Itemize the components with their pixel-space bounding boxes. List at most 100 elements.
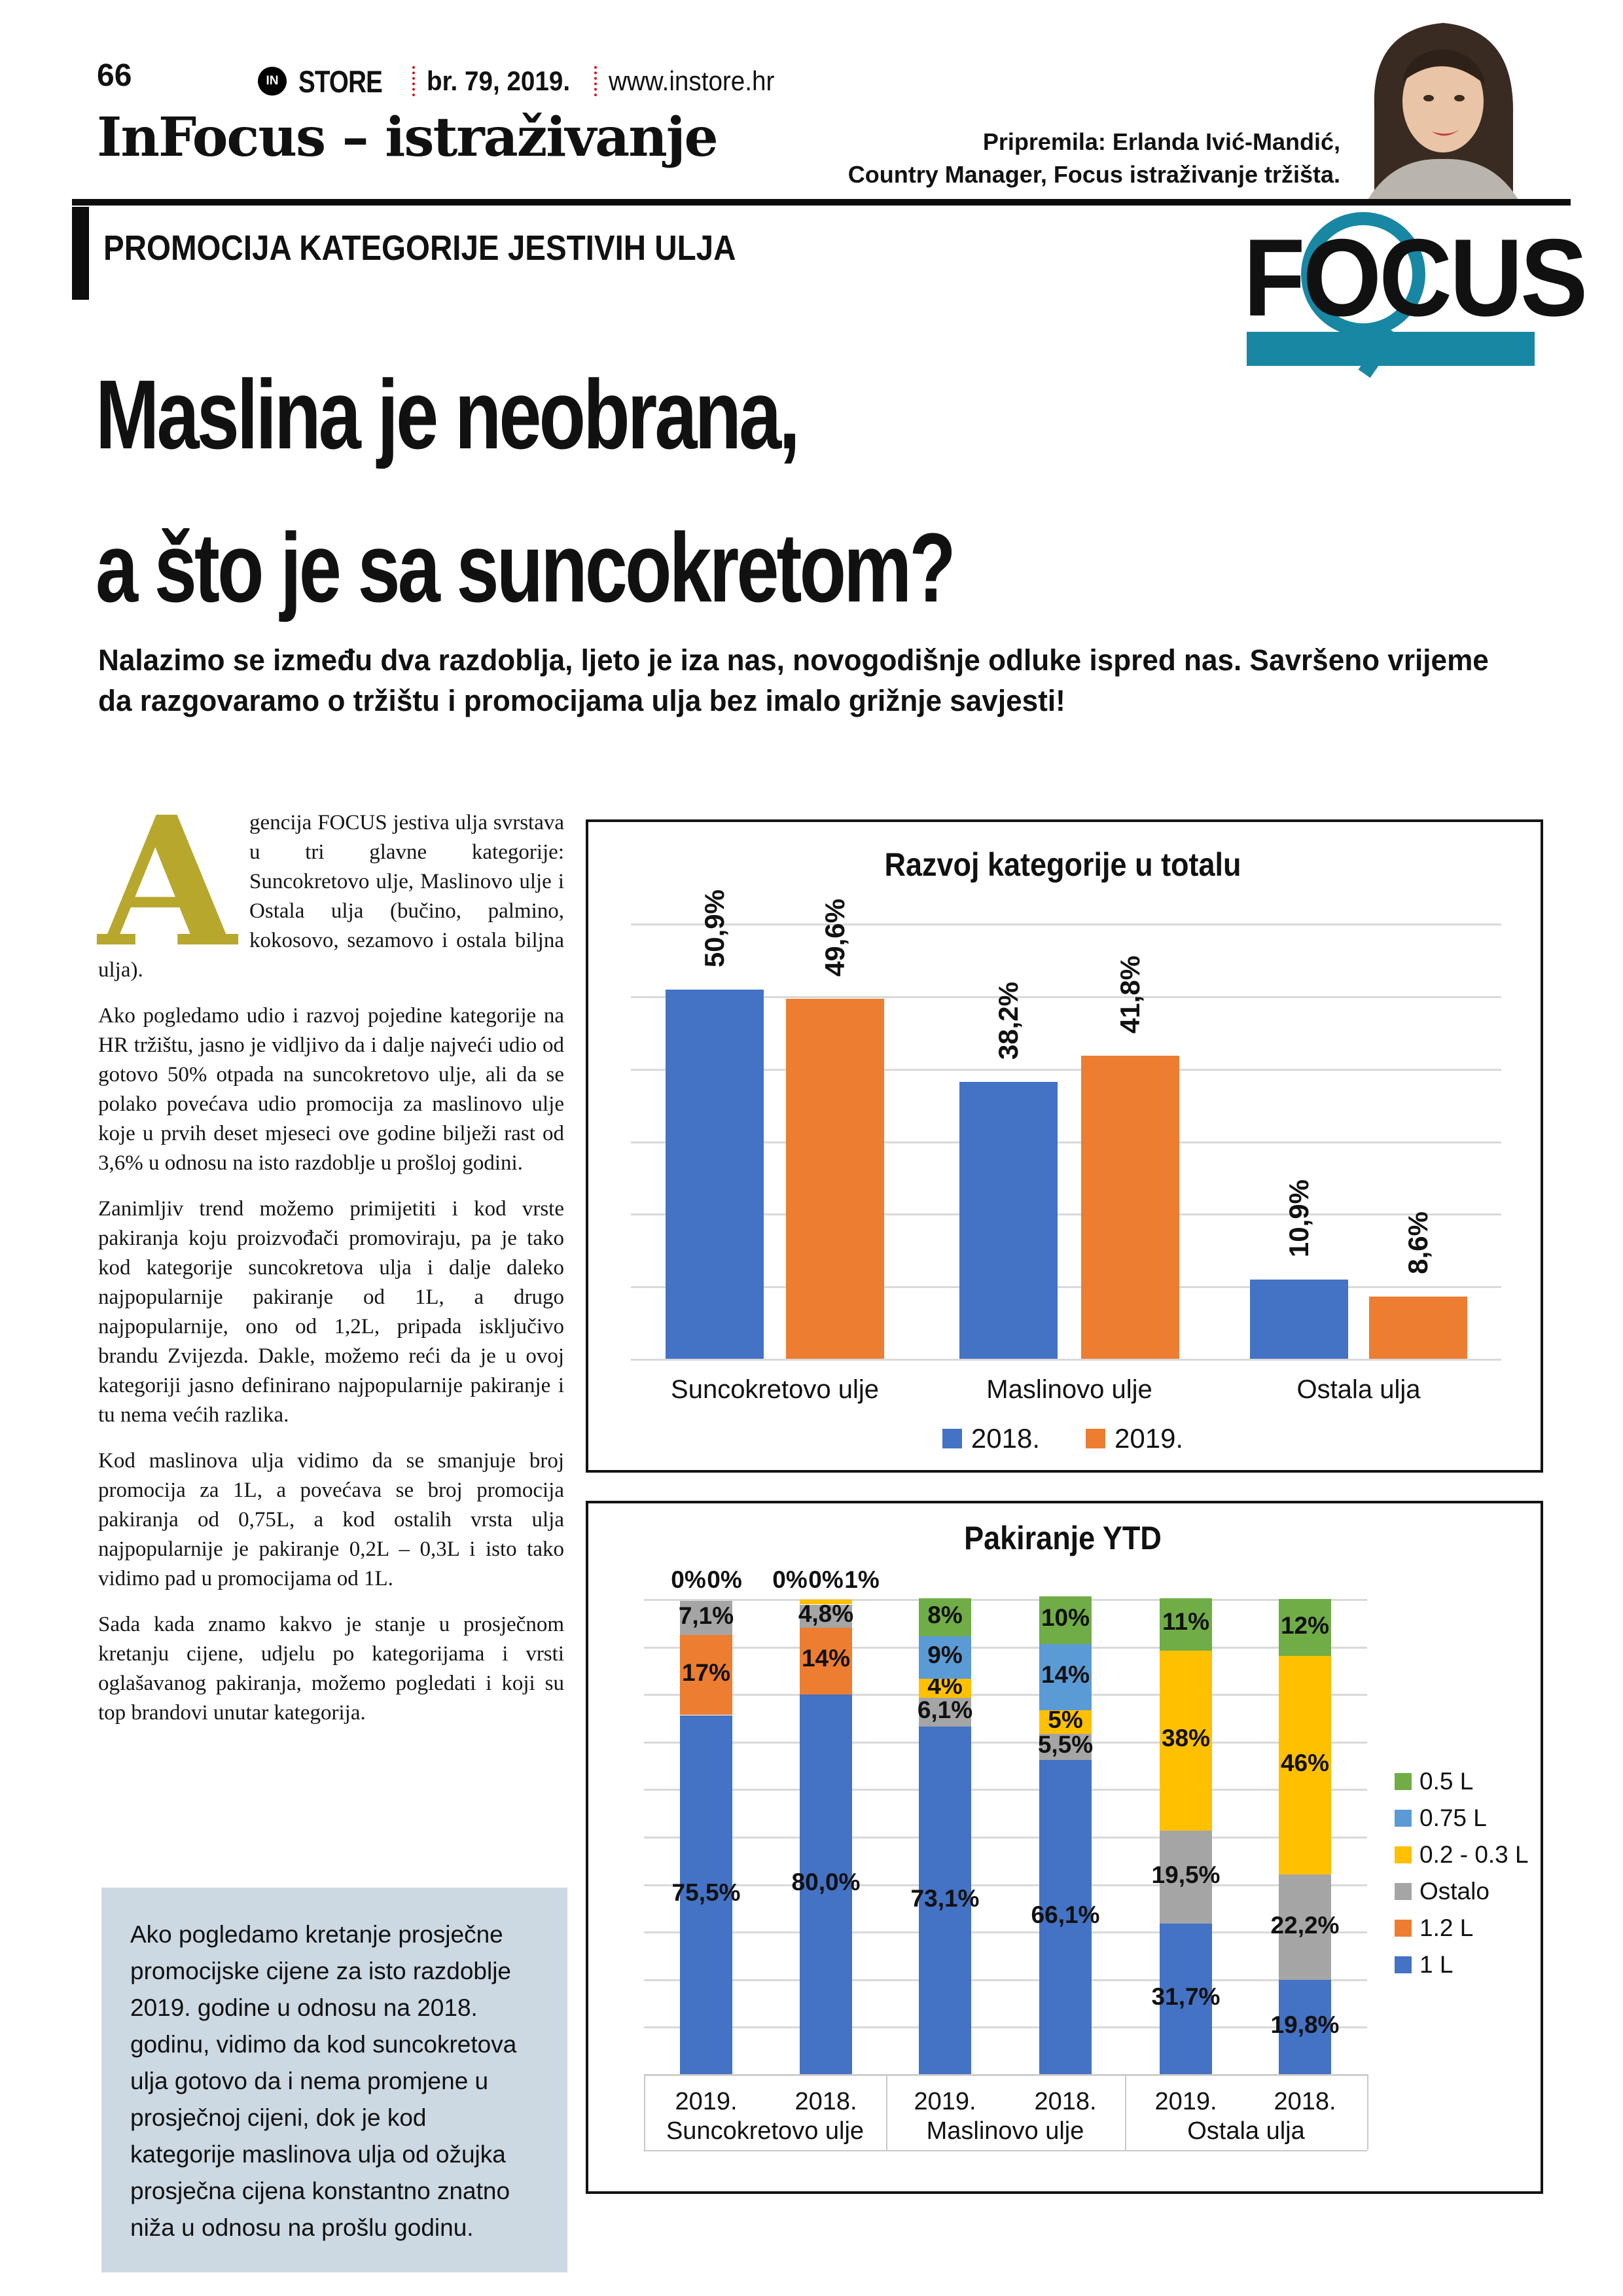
legend-label: 0.2 - 0.3 L xyxy=(1419,1841,1529,1868)
legend-swatch xyxy=(1395,1920,1412,1937)
segment-1.2 L xyxy=(680,1634,732,1715)
segment-0.2 - 0.3 L xyxy=(1160,1650,1212,1831)
segment-label: 7,1% xyxy=(678,1602,734,1629)
segment-label: 38% xyxy=(1161,1725,1211,1751)
legend-label: 1.2 L xyxy=(1419,1914,1474,1941)
chart-title: Pakiranje YTD xyxy=(964,1520,1162,1556)
segment-1 L xyxy=(800,1694,852,2075)
legend-swatch xyxy=(1395,1773,1412,1790)
axis-group-label: Maslinovo ulje xyxy=(926,2117,1084,2145)
axis-year-label: 2018. xyxy=(1274,2088,1336,2115)
legend-swatch xyxy=(1395,1883,1412,1900)
segment-label: 14% xyxy=(1041,1661,1090,1688)
legend-swatch xyxy=(1395,1810,1412,1827)
segment-label: 31,7% xyxy=(1151,1983,1221,2010)
zero-value-label: 0% xyxy=(772,1566,808,1593)
segment-0.2 - 0.3 L xyxy=(919,1678,971,1698)
segment-Ostalo xyxy=(919,1698,971,1727)
segment-0.75 L xyxy=(919,1636,971,1679)
segment-1 L xyxy=(1039,1760,1092,2075)
author-photo xyxy=(1348,3,1538,200)
segment-1 L xyxy=(919,1727,971,2075)
gridline xyxy=(631,1359,1501,1361)
dotted-separator xyxy=(412,66,416,96)
author-credit-line2: Country Manager, Focus istraživanje trži… xyxy=(847,161,1340,188)
segment-Ostalo xyxy=(680,1600,732,1635)
gridline xyxy=(631,924,1501,925)
paragraph: Zanimljiv trend možemo primijetiti i kod… xyxy=(98,1197,564,1427)
gridline xyxy=(644,1931,1367,1934)
segment-0.5 L xyxy=(1160,1598,1212,1651)
segment-label: 6,1% xyxy=(917,1696,973,1723)
segment-Ostalo xyxy=(1279,1874,1331,1981)
bar-value-label: 50,9% xyxy=(699,889,730,967)
gridline xyxy=(644,2026,1367,2029)
author-credit: Pripremila: Erlanda Ivić-Mandić, Country… xyxy=(848,126,1340,191)
category-label: Maslinovo ulje xyxy=(986,1375,1152,1404)
legend-swatch xyxy=(942,1429,962,1448)
brand-yellow-block xyxy=(171,0,241,108)
bar-value-label: 10,9% xyxy=(1283,1179,1314,1257)
axis-table-line xyxy=(644,2074,1367,2075)
bar-value-label: 49,6% xyxy=(819,898,850,977)
brand-name: STORE xyxy=(298,63,383,99)
segment-label: 17% xyxy=(681,1659,731,1686)
chart-razvoj-kategorije: Razvoj kategorije u totalu 50,9% 49,6% Sunc… xyxy=(586,819,1543,1473)
gridline xyxy=(644,1646,1367,1649)
segment-1 L xyxy=(680,1715,732,2074)
chart-pakiranje-ytd: Pakiranje YTD 75,5% 17% 7,1% 0% 0% 2019. 80,0% 1… xyxy=(586,1501,1543,2194)
segment-label: 22,2% xyxy=(1270,1912,1340,1939)
legend-label: 2019. xyxy=(1115,1423,1184,1454)
legend-label: 2018. xyxy=(971,1423,1040,1454)
segment-1.2 L xyxy=(800,1627,852,1695)
axis-year-label: 2019. xyxy=(675,2088,738,2115)
bar-2019-0 xyxy=(786,999,884,1359)
zero-value-label: 1% xyxy=(844,1566,880,1593)
segment-0.2 - 0.3 L xyxy=(1279,1656,1331,1875)
focus-logo-text: F O CUS xyxy=(1243,216,1588,339)
gridline xyxy=(631,1068,1501,1071)
segment-label: 9% xyxy=(927,1641,963,1668)
segment-label: 14% xyxy=(801,1645,851,1672)
segment-1 L xyxy=(1279,1980,1331,2075)
chart-legend: 2018. 2019. xyxy=(588,1423,1537,1454)
headline-line1: Maslina je neobrana, xyxy=(96,359,800,469)
bar-2018-2 xyxy=(1250,1280,1348,1359)
legend-label: 0.75 L xyxy=(1419,1804,1487,1831)
bar-value-label: 8,6% xyxy=(1402,1211,1433,1274)
bar-2019-1 xyxy=(1081,1056,1179,1359)
gridline xyxy=(644,1884,1367,1886)
zero-value-label: 0% xyxy=(808,1566,844,1593)
segment-label: 66,1% xyxy=(1031,1901,1100,1928)
gridline xyxy=(631,1213,1501,1216)
rubric-title: InFocus – istraživanje xyxy=(97,106,719,169)
dropcap: A xyxy=(98,778,237,987)
axis-table-divider xyxy=(1367,2074,1368,2150)
segment-label: 5% xyxy=(1048,1706,1083,1733)
zero-value-label: 0% xyxy=(707,1566,742,1593)
paragraph: Ako pogledamo udio i razvoj pojedine kat… xyxy=(98,1004,564,1175)
segment-1 L xyxy=(1160,1923,1212,2074)
legend-label: 0.5 L xyxy=(1419,1768,1474,1795)
legend-item-2018: 2018. xyxy=(942,1423,1040,1454)
segment-label: 75,5% xyxy=(671,1879,741,1906)
gridline xyxy=(644,1979,1367,1981)
gridline xyxy=(631,1141,1501,1143)
segment-label: 11% xyxy=(1162,1608,1210,1635)
legend-item-2019: 2019. xyxy=(1086,1423,1183,1454)
zero-value-label: 0% xyxy=(671,1566,706,1593)
segment-label: 8% xyxy=(927,1602,963,1628)
gridline xyxy=(644,1741,1367,1744)
segment-0.75 L xyxy=(1039,1643,1092,1711)
axis-year-label: 2019. xyxy=(914,2088,976,2115)
masthead: IN STORE br. 79, 2019. www.instore.hr xyxy=(258,63,789,99)
bar-2018-0 xyxy=(666,990,764,1359)
axis-year-label: 2018. xyxy=(1034,2088,1097,2115)
segment-Ostalo xyxy=(800,1604,852,1628)
paragraph: A gencija FOCUS jestiva ulja svrstava u … xyxy=(98,778,564,987)
focus-agency-logo: F O CUS xyxy=(1243,211,1588,378)
segment-label: 73,1% xyxy=(910,1885,980,1912)
bar-value-label: 41,8% xyxy=(1115,955,1145,1033)
legend-label: Ostalo xyxy=(1419,1878,1489,1905)
section-marker-bar xyxy=(72,207,89,300)
